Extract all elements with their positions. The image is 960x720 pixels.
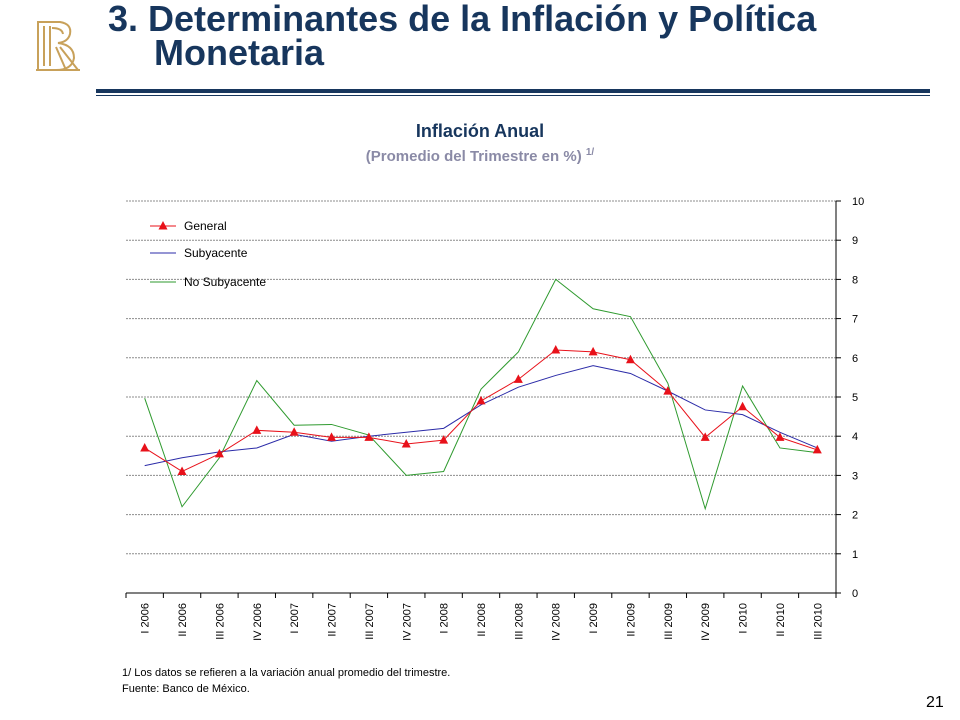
y-tick-label: 8	[852, 274, 858, 286]
y-tick-label: 9	[852, 235, 858, 247]
x-tick-label: III 2007	[364, 603, 376, 640]
chart-title: Inflación Anual	[415, 121, 545, 141]
x-tick-label: IV 2007	[401, 603, 413, 641]
title-rule-thick	[96, 89, 930, 93]
x-tick-label: I 2007	[289, 603, 301, 634]
general-point	[775, 432, 785, 441]
x-tick-label: IV 2008	[551, 603, 563, 641]
general-point	[439, 435, 449, 444]
general-point	[513, 374, 523, 383]
legend-label: Subyacente	[184, 246, 248, 260]
general-point	[551, 344, 561, 354]
x-tick-label: II 2009	[625, 603, 637, 637]
general-point	[700, 432, 710, 441]
general-point	[476, 395, 486, 405]
x-tick-label: II 2006	[177, 603, 189, 637]
general-point	[289, 427, 299, 436]
general-point	[140, 442, 150, 452]
series-line-no-subyacente	[144, 278, 818, 511]
y-tick-label: 0	[852, 588, 858, 600]
legend-label: No Subyacente	[184, 275, 266, 289]
x-tick-label: II 2008	[476, 603, 488, 637]
banco-de-mexico-logo-icon	[36, 21, 80, 71]
general-point	[214, 448, 224, 458]
slide-title-line1: 3. Determinantes de la Inflación y Polít…	[108, 0, 817, 39]
chart-subtitle-footnote-mark: 1/	[585, 147, 595, 158]
chart-subtitle: (Promedio del Trimestre en %) 1/	[0, 147, 960, 165]
series-line-subyacente	[144, 365, 818, 467]
general-point	[625, 354, 635, 364]
y-tick-label: 10	[852, 196, 864, 208]
slide-title-line2: Monetaria	[154, 32, 325, 73]
x-tick-label: III 2010	[812, 603, 824, 640]
footnote-note: 1/ Los datos se refieren a la variación …	[122, 667, 451, 679]
x-tick-label: II 2007	[327, 603, 339, 637]
x-tick-label: IV 2009	[700, 603, 712, 641]
general-point	[327, 432, 337, 441]
x-tick-label: I 2008	[439, 603, 451, 634]
series-line-general	[144, 349, 818, 473]
y-tick-label: 6	[852, 353, 858, 365]
x-tick-label: I 2006	[140, 603, 152, 634]
page-number: 21	[926, 694, 944, 711]
general-point	[364, 432, 374, 441]
general-point	[812, 444, 822, 454]
x-tick-label: IV 2006	[252, 603, 264, 641]
y-tick-label: 7	[852, 314, 858, 326]
y-tick-label: 4	[852, 431, 858, 443]
general-point	[401, 439, 411, 448]
x-tick-label: III 2006	[214, 603, 226, 640]
y-tick-label: 2	[852, 510, 858, 522]
y-tick-label: 3	[852, 470, 858, 482]
x-tick-label: III 2009	[663, 603, 675, 640]
slide-title: 3. Determinantes de la Inflación y Polít…	[108, 0, 817, 73]
x-tick-label: I 2010	[738, 603, 750, 634]
general-point	[177, 466, 187, 475]
x-tick-label: II 2010	[775, 603, 787, 637]
x-tick-label: I 2009	[588, 603, 600, 634]
y-tick-label: 5	[852, 392, 858, 404]
legend-label: General	[184, 219, 227, 233]
title-rule-thin	[96, 95, 930, 96]
general-point	[663, 386, 673, 395]
x-tick-label: III 2008	[513, 603, 525, 640]
general-point	[252, 425, 262, 434]
general-point	[588, 346, 598, 356]
general-point	[738, 401, 748, 411]
chart-subtitle-text: (Promedio del Trimestre en %)	[365, 148, 582, 165]
footnote-source: Fuente: Banco de México.	[122, 683, 250, 695]
y-tick-label: 1	[852, 549, 858, 561]
legend-marker-triangle-icon	[158, 221, 168, 230]
